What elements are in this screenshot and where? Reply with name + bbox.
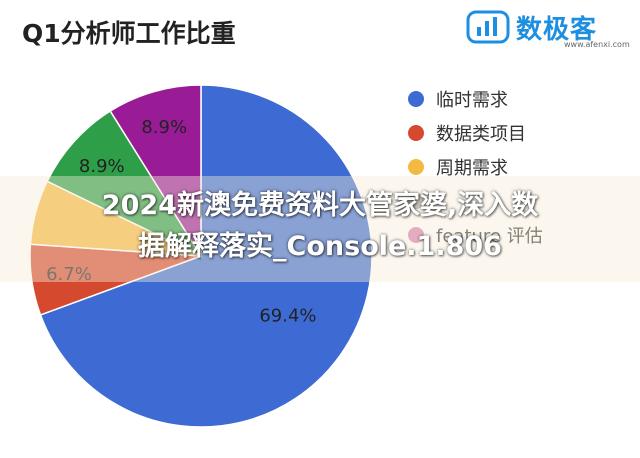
legend-swatch-1 xyxy=(408,125,424,141)
legend-swatch-2 xyxy=(408,159,424,175)
legend-item-4: feature 评估 xyxy=(408,218,543,252)
brand-url: www.afenxi.com xyxy=(564,40,630,49)
pie-slice-label-0: 69.4% xyxy=(259,306,316,327)
brand-name: 数极客 xyxy=(516,15,598,45)
chart-bars-logo-icon xyxy=(466,10,510,44)
brand-logo: 数极客 www.afenxi.com xyxy=(466,6,636,50)
overlay-line-2: 据解释落实_Console.1.806 xyxy=(138,231,502,262)
chart-title: Q1分析师工作比重 xyxy=(22,19,236,48)
overlay-text: 2024新澳免费资料大管家婆,深入数 据解释落实_Console.1.806 xyxy=(0,185,640,267)
legend-swatch-3 xyxy=(408,193,424,209)
legend-item-1: 数据类项目 xyxy=(408,116,543,150)
legend-swatch-4 xyxy=(408,227,424,243)
pie-slice-label-3: 8.9% xyxy=(79,156,125,177)
pie-slice-3 xyxy=(46,110,204,258)
pie-slice-4 xyxy=(109,84,202,259)
pie-slice-label-1: 6.7% xyxy=(46,264,92,285)
overlay-line-1: 2024新澳免费资料大管家婆,深入数 xyxy=(101,190,539,221)
legend-label-4: feature 评估 xyxy=(436,226,543,247)
legend-item-2: 周期需求 xyxy=(408,150,543,184)
legend-label-2: 周期需求 xyxy=(436,158,508,179)
legend-item-3 xyxy=(408,184,543,218)
pie-slice-0 xyxy=(39,84,373,428)
legend: 临时需求数据类项目周期需求 feature 评估 xyxy=(408,82,543,252)
legend-swatch-0 xyxy=(408,91,424,107)
legend-label-1: 数据类项目 xyxy=(436,124,526,145)
legend-item-0: 临时需求 xyxy=(408,82,543,116)
legend-label-0: 临时需求 xyxy=(436,90,508,111)
pie-slice-label-4: 8.9% xyxy=(141,117,187,138)
overlay-banner xyxy=(0,176,640,282)
